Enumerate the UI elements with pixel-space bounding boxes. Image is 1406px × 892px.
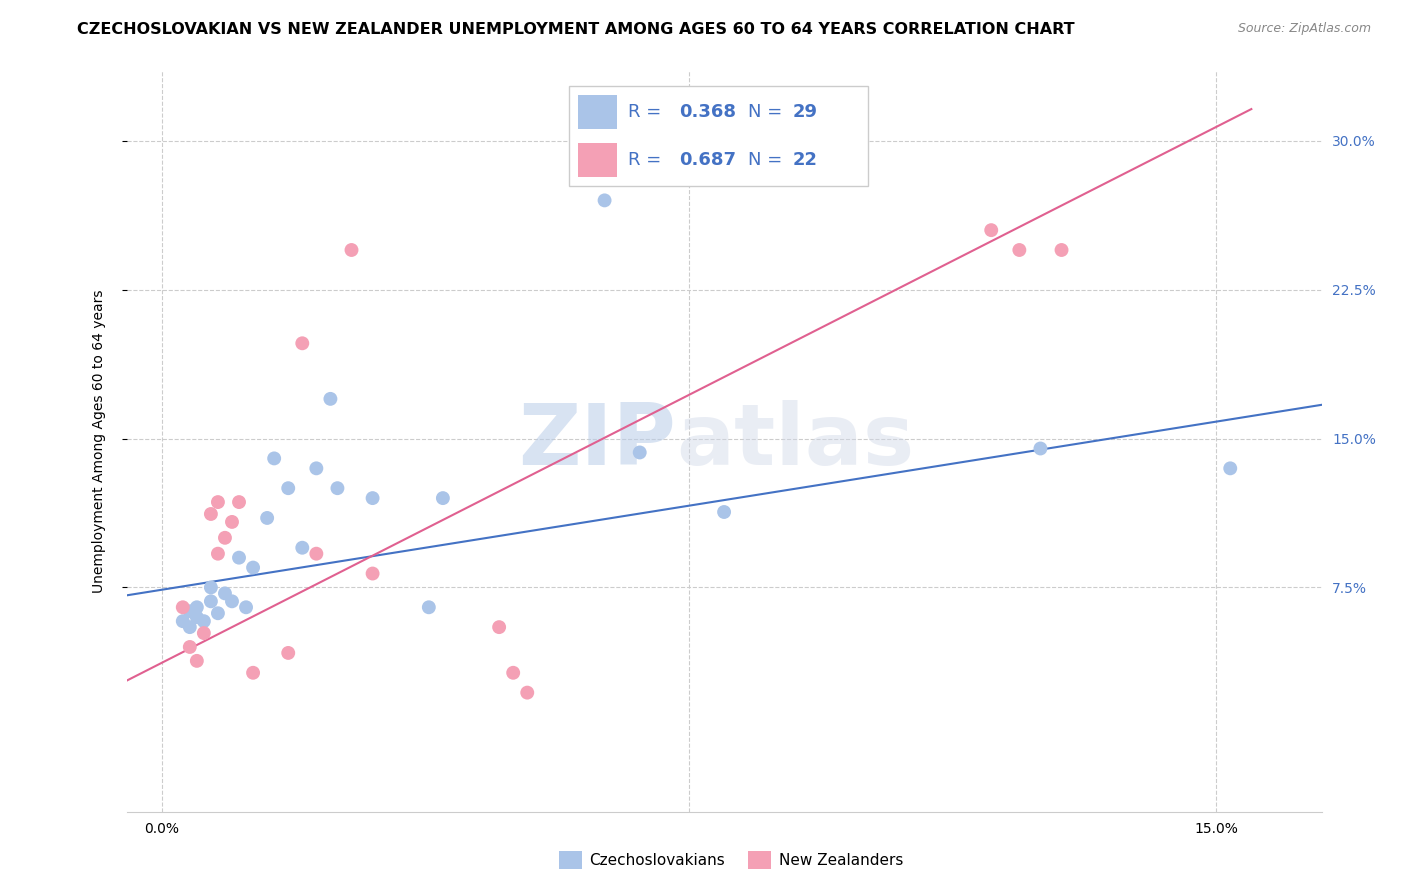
Point xyxy=(361,566,384,581)
Y-axis label: Unemployment Among Ages 60 to 64 years: Unemployment Among Ages 60 to 64 years xyxy=(91,290,105,593)
Point xyxy=(228,550,250,565)
Point xyxy=(305,547,328,561)
Point xyxy=(186,610,208,624)
Point xyxy=(713,505,735,519)
Point xyxy=(1050,243,1073,257)
Point xyxy=(179,640,201,654)
Point xyxy=(186,600,208,615)
Point xyxy=(305,461,328,475)
Point xyxy=(172,614,194,628)
Point xyxy=(214,531,236,545)
Point xyxy=(179,620,201,634)
Point xyxy=(980,223,1002,237)
Point xyxy=(432,491,454,505)
Legend: Czechoslovakians, New Zealanders: Czechoslovakians, New Zealanders xyxy=(553,845,910,875)
Point xyxy=(214,586,236,600)
Point xyxy=(326,481,349,495)
Point xyxy=(256,511,278,525)
Point xyxy=(193,614,215,628)
Text: Source: ZipAtlas.com: Source: ZipAtlas.com xyxy=(1237,22,1371,36)
Point xyxy=(221,594,243,608)
Point xyxy=(200,594,222,608)
Point xyxy=(340,243,363,257)
Point xyxy=(263,451,285,466)
Point xyxy=(200,507,222,521)
Point xyxy=(228,495,250,509)
Text: atlas: atlas xyxy=(676,400,914,483)
Point xyxy=(235,600,257,615)
Point xyxy=(291,336,314,351)
Point xyxy=(319,392,342,406)
Point xyxy=(207,606,229,620)
Point xyxy=(277,646,299,660)
Point xyxy=(179,604,201,618)
Point xyxy=(1219,461,1241,475)
Point xyxy=(1029,442,1052,456)
Point xyxy=(628,445,651,459)
Point xyxy=(207,547,229,561)
Point xyxy=(172,600,194,615)
Point xyxy=(516,685,538,699)
Point xyxy=(242,560,264,574)
Point xyxy=(207,495,229,509)
Point xyxy=(291,541,314,555)
Point xyxy=(1008,243,1031,257)
Point xyxy=(221,515,243,529)
Point xyxy=(488,620,510,634)
Point xyxy=(242,665,264,680)
Point xyxy=(186,654,208,668)
Point xyxy=(418,600,440,615)
Point xyxy=(277,481,299,495)
Point xyxy=(193,626,215,640)
Point xyxy=(361,491,384,505)
Text: CZECHOSLOVAKIAN VS NEW ZEALANDER UNEMPLOYMENT AMONG AGES 60 TO 64 YEARS CORRELAT: CZECHOSLOVAKIAN VS NEW ZEALANDER UNEMPLO… xyxy=(77,22,1076,37)
Point xyxy=(502,665,524,680)
Text: ZIP: ZIP xyxy=(519,400,676,483)
Point xyxy=(200,581,222,595)
Point xyxy=(593,194,616,208)
